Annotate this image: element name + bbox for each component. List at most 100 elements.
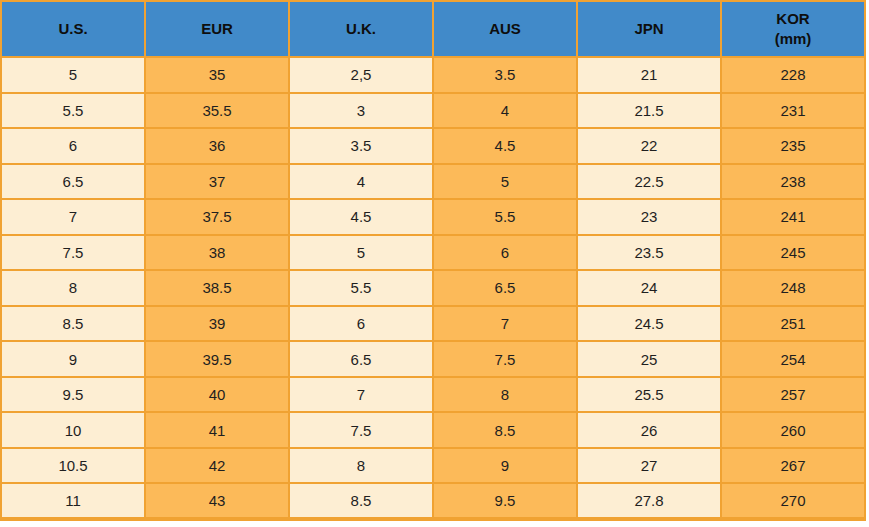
table-cell: 8 <box>1 270 145 306</box>
table-cell: 7.5 <box>289 412 433 448</box>
table-cell: 9 <box>433 448 577 484</box>
table-row: 737.54.55.523241 <box>1 199 865 235</box>
table-cell: 21.5 <box>577 93 721 129</box>
table-cell: 8 <box>433 377 577 413</box>
table-row: 9.5407825.5257 <box>1 377 865 413</box>
table-cell: 7 <box>289 377 433 413</box>
table-cell: 38.5 <box>145 270 289 306</box>
table-cell: 24.5 <box>577 306 721 342</box>
table-cell: 6 <box>433 235 577 271</box>
table-cell: 5.5 <box>1 93 145 129</box>
table-cell: 241 <box>721 199 865 235</box>
table-cell: 9 <box>1 341 145 377</box>
table-cell: 260 <box>721 412 865 448</box>
column-header-uk: U.K. <box>289 1 433 57</box>
table-row: 939.56.57.525254 <box>1 341 865 377</box>
table-cell: 35.5 <box>145 93 289 129</box>
table-cell: 257 <box>721 377 865 413</box>
table-cell: 11 <box>1 483 145 519</box>
table-row: 10.5428927267 <box>1 448 865 484</box>
table-cell: 4.5 <box>433 128 577 164</box>
table-cell: 24 <box>577 270 721 306</box>
table-cell: 270 <box>721 483 865 519</box>
table-cell: 4.5 <box>289 199 433 235</box>
table-cell: 3.5 <box>289 128 433 164</box>
table-cell: 267 <box>721 448 865 484</box>
table-cell: 8 <box>289 448 433 484</box>
table-cell: 25 <box>577 341 721 377</box>
table-cell: 37.5 <box>145 199 289 235</box>
table-row: 5352,53.521228 <box>1 57 865 93</box>
table-cell: 228 <box>721 57 865 93</box>
table-cell: 10.5 <box>1 448 145 484</box>
table-cell: 7.5 <box>433 341 577 377</box>
column-header-kor-mm: KOR (mm) <box>721 1 865 57</box>
table-cell: 39 <box>145 306 289 342</box>
table-cell: 37 <box>145 164 289 200</box>
table-cell: 36 <box>145 128 289 164</box>
table-cell: 8.5 <box>433 412 577 448</box>
table-cell: 35 <box>145 57 289 93</box>
table-cell: 254 <box>721 341 865 377</box>
table-cell: 5.5 <box>289 270 433 306</box>
table-body: 5352,53.5212285.535.53421.52316363.54.52… <box>1 57 865 519</box>
table-cell: 235 <box>721 128 865 164</box>
table-cell: 6 <box>289 306 433 342</box>
table-cell: 7 <box>433 306 577 342</box>
table-cell: 41 <box>145 412 289 448</box>
table-row: 838.55.56.524248 <box>1 270 865 306</box>
table-cell: 9.5 <box>433 483 577 519</box>
table-cell: 5 <box>1 57 145 93</box>
table-cell: 39.5 <box>145 341 289 377</box>
table-cell: 43 <box>145 483 289 519</box>
table-row: 8.5396724.5251 <box>1 306 865 342</box>
table-cell: 6.5 <box>433 270 577 306</box>
table-cell: 5.5 <box>433 199 577 235</box>
table-cell: 23.5 <box>577 235 721 271</box>
table-cell: 3.5 <box>433 57 577 93</box>
table-cell: 4 <box>433 93 577 129</box>
table-cell: 3 <box>289 93 433 129</box>
column-header-us: U.S. <box>1 1 145 57</box>
table-cell: 23 <box>577 199 721 235</box>
table-row: 7.5385623.5245 <box>1 235 865 271</box>
table-cell: 9.5 <box>1 377 145 413</box>
header-row: U.S. EUR U.K. AUS JPN KOR (mm) <box>1 1 865 57</box>
table-cell: 6.5 <box>289 341 433 377</box>
table-cell: 22.5 <box>577 164 721 200</box>
table-cell: 26 <box>577 412 721 448</box>
table-cell: 4 <box>289 164 433 200</box>
table-cell: 238 <box>721 164 865 200</box>
table-cell: 42 <box>145 448 289 484</box>
table-row: 11438.59.527.8270 <box>1 483 865 519</box>
shoe-size-conversion-table: U.S. EUR U.K. AUS JPN KOR (mm) 5352,53.5… <box>0 0 866 521</box>
table-cell: 248 <box>721 270 865 306</box>
table-cell: 8.5 <box>1 306 145 342</box>
table-cell: 5 <box>289 235 433 271</box>
table-cell: 27.8 <box>577 483 721 519</box>
column-header-aus: AUS <box>433 1 577 57</box>
table-cell: 251 <box>721 306 865 342</box>
table-row: 10417.58.526260 <box>1 412 865 448</box>
table-header: U.S. EUR U.K. AUS JPN KOR (mm) <box>1 1 865 57</box>
table-cell: 40 <box>145 377 289 413</box>
table-cell: 25.5 <box>577 377 721 413</box>
table-cell: 7 <box>1 199 145 235</box>
table-row: 6.5374522.5238 <box>1 164 865 200</box>
table-cell: 2,5 <box>289 57 433 93</box>
table-cell: 6 <box>1 128 145 164</box>
table-cell: 8.5 <box>289 483 433 519</box>
column-header-jpn: JPN <box>577 1 721 57</box>
table-cell: 7.5 <box>1 235 145 271</box>
table-cell: 5 <box>433 164 577 200</box>
table-cell: 21 <box>577 57 721 93</box>
table-cell: 22 <box>577 128 721 164</box>
table-cell: 27 <box>577 448 721 484</box>
table-cell: 38 <box>145 235 289 271</box>
table-cell: 231 <box>721 93 865 129</box>
column-header-eur: EUR <box>145 1 289 57</box>
table-cell: 6.5 <box>1 164 145 200</box>
table-cell: 10 <box>1 412 145 448</box>
table-cell: 245 <box>721 235 865 271</box>
table-row: 5.535.53421.5231 <box>1 93 865 129</box>
